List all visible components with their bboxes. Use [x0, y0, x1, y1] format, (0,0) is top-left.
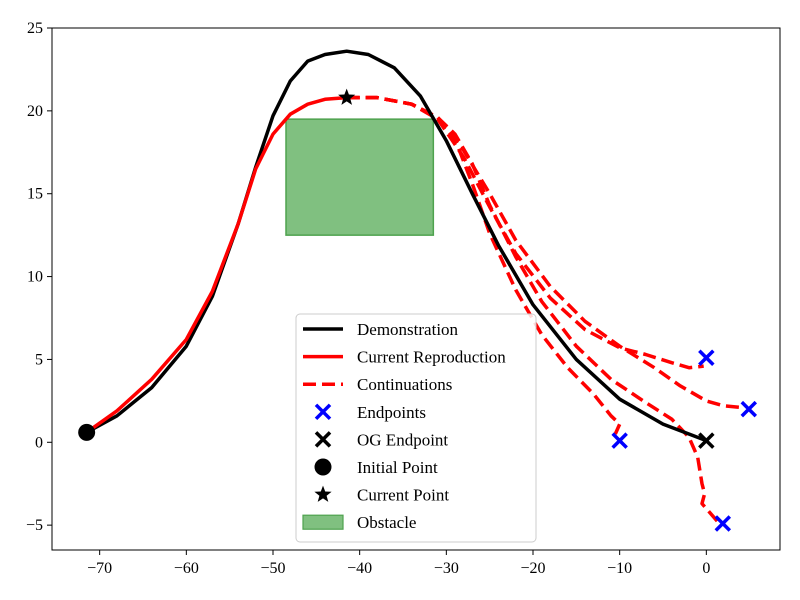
endpoint-marker-2-stroke-b [714, 515, 732, 532]
legend-handle-current-point [314, 485, 332, 502]
endpoint-marker-3 [698, 349, 715, 367]
y-tick-label: 15 [27, 186, 43, 203]
y-tick-label: 25 [27, 20, 43, 37]
legend-handle-initial-point [314, 458, 332, 476]
x-tick-label: −50 [260, 560, 285, 577]
legend-handle-og-endpoint-stroke-b [314, 431, 332, 448]
legend-handle-og-endpoint [314, 431, 332, 448]
legend-entry-reproduction: Current Reproduction [303, 348, 506, 367]
demonstration-line [84, 49, 709, 443]
legend-entry-og-endpoint: OG Endpoint [314, 430, 448, 449]
y-tick-label: 20 [27, 103, 43, 120]
legend-label-demonstration: Demonstration [357, 320, 459, 339]
legend-handle-endpoints [314, 403, 332, 421]
legend-label-continuations: Continuations [357, 375, 452, 394]
x-tick-label: −10 [607, 560, 632, 577]
legend-entry-obstacle: Obstacle [302, 513, 416, 532]
legend-entry-initial-point: Initial Point [314, 458, 438, 477]
legend-entry-endpoints: Endpoints [314, 403, 426, 422]
legend-entry-continuations: Continuations [303, 375, 452, 394]
endpoint-marker-3-stroke-b [698, 349, 715, 367]
endpoint-marker-1 [611, 432, 628, 449]
continuation-line-4 [346, 95, 742, 410]
x-tick-label: −30 [434, 560, 459, 577]
continuation-line-1 [346, 95, 622, 435]
legend-label-og-endpoint: OG Endpoint [357, 430, 448, 449]
y-tick-label: 10 [27, 269, 43, 286]
legend: Demonstration Current Reproduction Continu… [295, 313, 537, 543]
obstacle-layer [285, 118, 435, 236]
current-point-marker [338, 88, 356, 105]
legend-handle-endpoints-stroke-b [314, 403, 332, 421]
legend-box [295, 313, 537, 543]
axes-frame [51, 27, 781, 551]
legend-label-current-point: Current Point [357, 486, 449, 505]
initial-point-marker [78, 423, 96, 441]
y-tick-label: 5 [35, 351, 43, 368]
obstacle-rect [285, 118, 435, 236]
legend-label-obstacle: Obstacle [357, 513, 416, 532]
endpoint-marker-1-stroke-b [611, 432, 628, 449]
continuation-line-2 [346, 95, 721, 525]
endpoint-marker-4-stroke-b [740, 400, 758, 418]
x-tick-label: −70 [87, 560, 112, 577]
legend-entry-demonstration: Demonstration [303, 320, 459, 339]
legend-entry-current-point: Current Point [314, 485, 449, 505]
x-tick-label: −60 [174, 560, 199, 577]
legend-label-endpoints: Endpoints [357, 403, 426, 422]
x-tick-label: −40 [347, 560, 372, 577]
marker-layer [78, 88, 758, 532]
continuation-line-3 [346, 95, 704, 370]
series-layer [84, 49, 742, 525]
x-tick-label: 0 [702, 560, 710, 577]
y-tick-label: 0 [35, 434, 43, 451]
og-endpoint-marker-stroke-b [698, 432, 715, 449]
endpoint-marker-2 [714, 515, 732, 532]
endpoint-marker-4 [740, 400, 758, 418]
current-reproduction-line [84, 95, 349, 435]
y-tick-label: −5 [26, 517, 43, 534]
legend-handle-obstacle [302, 514, 344, 530]
legend-label-reproduction: Current Reproduction [357, 348, 506, 367]
legend-label-initial-point: Initial Point [357, 458, 438, 477]
og-endpoint-marker [698, 432, 715, 449]
x-tick-label: −20 [520, 560, 545, 577]
